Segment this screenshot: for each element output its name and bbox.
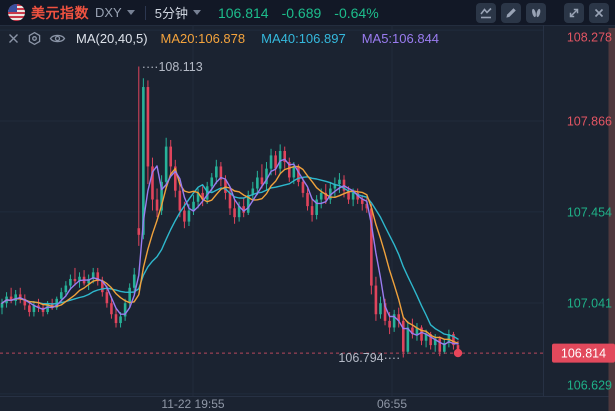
chart-toolbar <box>476 2 615 23</box>
us-flag-icon <box>8 4 25 21</box>
svg-text:107.454: 107.454 <box>567 205 612 219</box>
instrument-symbol[interactable]: DXY <box>95 5 122 20</box>
draw-pencil-icon[interactable] <box>501 2 521 23</box>
eye-icon[interactable] <box>49 32 66 45</box>
ma-settings-label[interactable]: MA(20,40,5) <box>76 30 148 46</box>
last-price: 106.814 <box>217 4 269 21</box>
ma40-value: MA40:106.897 <box>261 30 346 46</box>
svg-text:107.866: 107.866 <box>567 115 612 129</box>
indicator-legend: MA(20,40,5) MA20:106.878 MA40:106.897 MA… <box>7 29 439 47</box>
svg-text:106.629: 106.629 <box>567 379 612 393</box>
settings-gear-icon[interactable] <box>27 31 42 46</box>
ma20-value: MA20:106.878 <box>160 30 246 46</box>
instrument-title[interactable]: 美元指数 <box>31 4 89 21</box>
expand-icon[interactable] <box>564 2 584 23</box>
price-change-percent: -0.64% <box>334 4 379 21</box>
chevron-down-icon[interactable] <box>192 10 201 15</box>
svg-text:106.794····: 106.794···· <box>338 351 400 365</box>
price-change: -0.689 <box>281 4 322 21</box>
divider <box>144 5 146 20</box>
svg-text:106.814: 106.814 <box>561 347 606 361</box>
chevron-down-icon[interactable] <box>126 10 135 15</box>
timeframe-select[interactable]: 5分钟 <box>154 6 188 21</box>
quote-values: 106.814 -0.689 -0.64% <box>218 5 379 21</box>
top-bar: 美元指数 DXY 5分钟 106.814 -0.689 -0.64% <box>0 0 615 26</box>
svg-text:108.278: 108.278 <box>567 31 612 45</box>
ma5-value: MA5:106.844 <box>361 30 440 46</box>
indicator-chart-icon[interactable] <box>476 2 496 23</box>
compare-symbols-icon[interactable] <box>526 2 546 23</box>
svg-text:107.041: 107.041 <box>567 296 612 310</box>
close-icon[interactable] <box>589 2 609 23</box>
close-icon[interactable] <box>7 32 20 45</box>
price-chart[interactable]: ····108.113 106.794···· 108.278 107.866 107.… <box>0 25 615 411</box>
svg-text:11-22 19:55: 11-22 19:55 <box>161 397 224 411</box>
svg-text:06:55: 06:55 <box>377 397 407 411</box>
instrument-header: 美元指数 DXY 5分钟 106.814 -0.689 -0.64% <box>0 3 379 23</box>
svg-text:····108.113: ····108.113 <box>142 60 203 74</box>
